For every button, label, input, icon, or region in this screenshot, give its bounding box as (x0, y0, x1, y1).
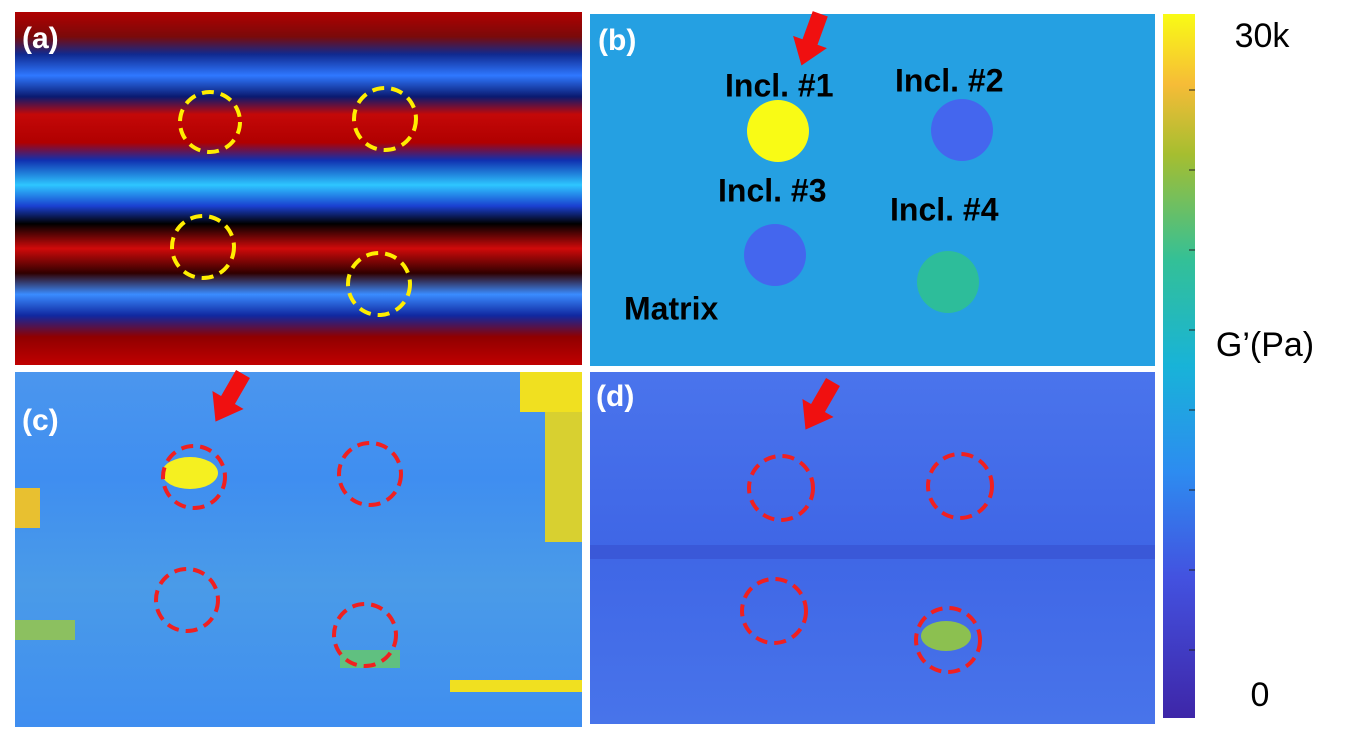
annotation: Incl. #4 (890, 191, 999, 227)
colorbar: 30k G’(Pa) 0 (1163, 14, 1314, 718)
annotation: Incl. #1 (725, 67, 834, 103)
panel-label: (a) (22, 22, 59, 55)
panel-label: (d) (596, 380, 634, 413)
panel-d: (d) (590, 372, 1155, 724)
panel-b: Incl. #1 Incl. #2 Incl. #3 Incl. #4 Matr… (590, 7, 1155, 366)
colorbar-max: 30k (1235, 17, 1291, 55)
image (15, 12, 582, 365)
panel-label: (c) (22, 404, 59, 437)
annotation: Incl. #3 (718, 172, 827, 208)
panel-c: (c) (15, 365, 582, 727)
markers (154, 441, 403, 668)
colorbar-gradient (1163, 14, 1195, 718)
image (590, 14, 1155, 366)
panel-a: (a) (15, 12, 582, 365)
markers (740, 452, 994, 674)
colorbar-min: 0 (1251, 676, 1270, 714)
markers (170, 86, 418, 317)
panel-label: (b) (598, 24, 636, 57)
image (15, 372, 582, 727)
colorbar-title: G’(Pa) (1216, 326, 1314, 364)
annotation: Incl. #2 (895, 62, 1004, 98)
colorbar-ticks (1189, 89, 1195, 651)
annotation: Matrix (624, 290, 718, 326)
